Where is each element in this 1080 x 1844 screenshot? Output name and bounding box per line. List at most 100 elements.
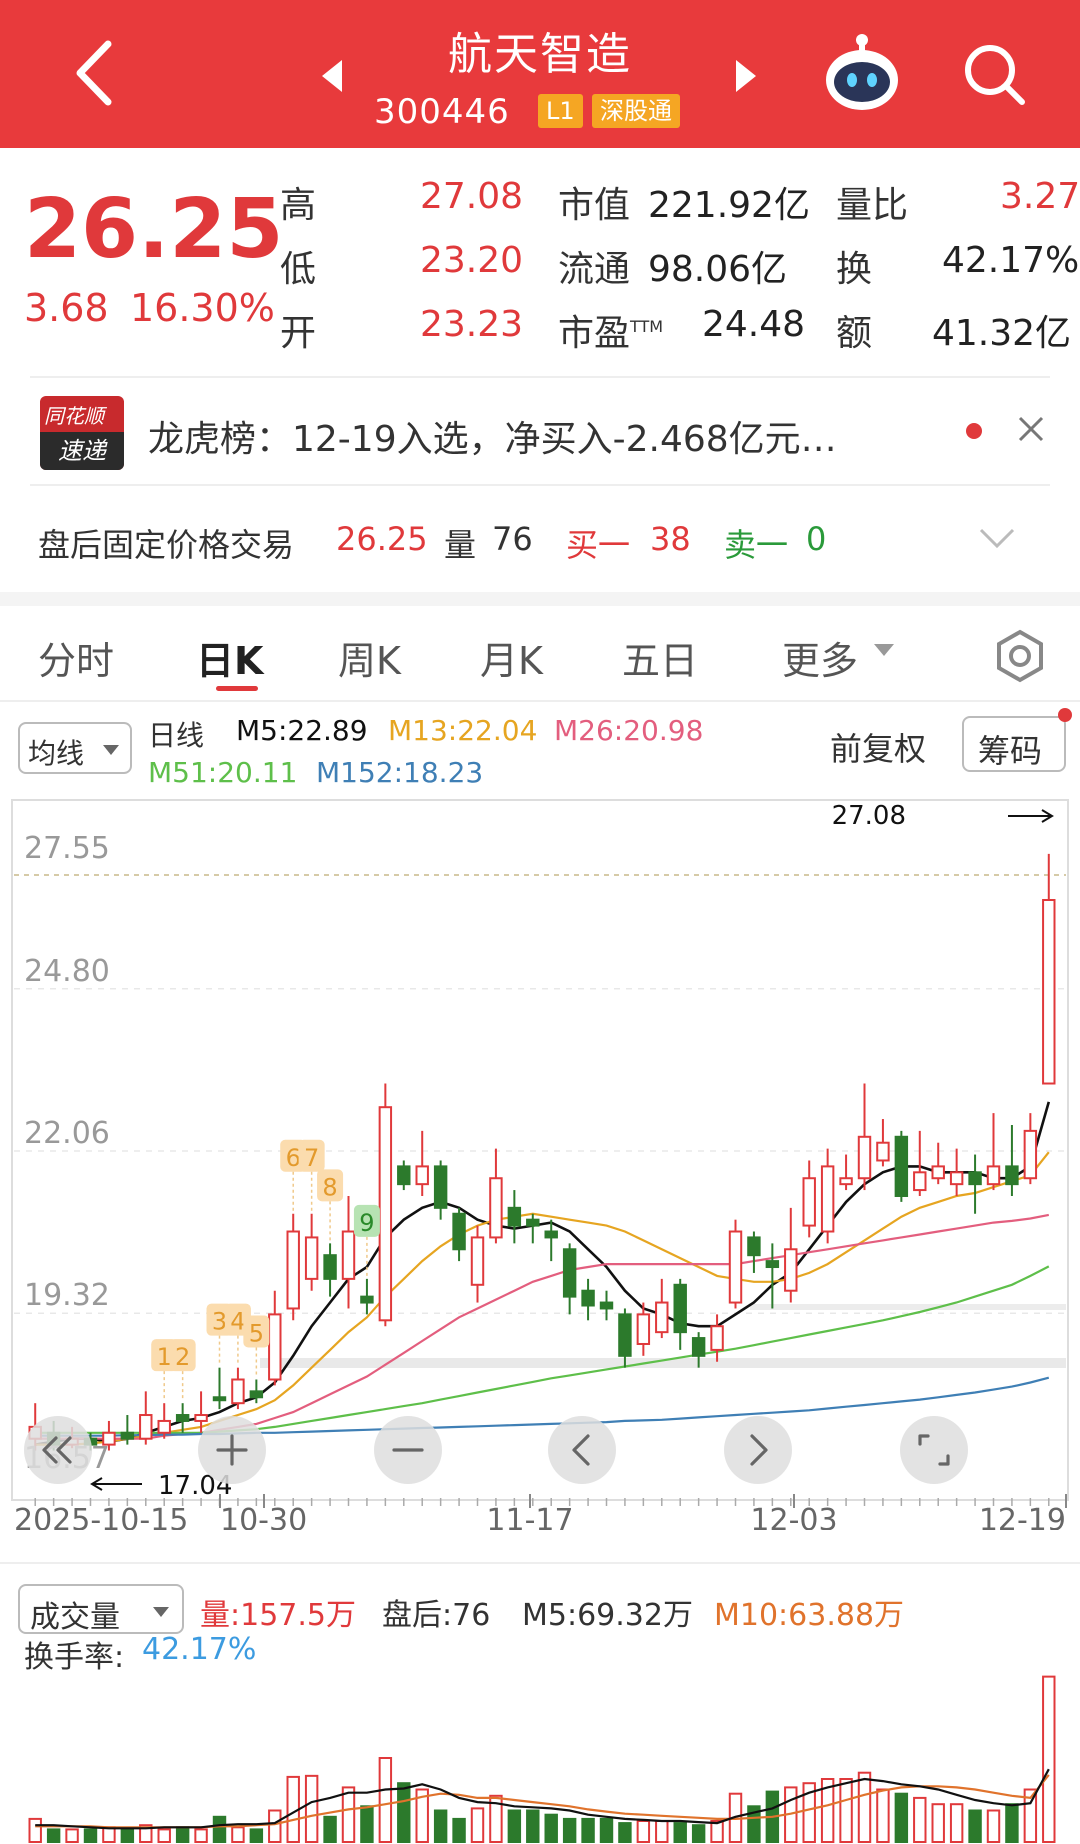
vol-m10-legend: M10:63.88万 xyxy=(714,1598,905,1633)
candle-body xyxy=(341,1230,356,1280)
tab-more[interactable]: 更多 xyxy=(782,639,859,683)
candle-body xyxy=(673,1283,687,1334)
control-circle xyxy=(900,1416,968,1484)
volume-bar xyxy=(268,1809,282,1843)
volume-bar xyxy=(83,1828,98,1843)
pe-ttm-sup: TTM xyxy=(630,317,664,336)
tab-active-underline xyxy=(216,686,258,691)
td-mark-bg xyxy=(317,1169,344,1202)
td-mark-bg xyxy=(353,1204,380,1237)
news-text[interactable]: 龙虎榜：12-19入选，净买入-2.468亿元… xyxy=(148,419,837,460)
back-arrow-icon[interactable] xyxy=(70,38,120,108)
volume-bar xyxy=(857,1771,872,1843)
volume-bar xyxy=(120,1828,135,1843)
volume-bar xyxy=(562,1817,577,1843)
candle-body xyxy=(581,1289,595,1307)
ma51-legend: M51:20.11 xyxy=(148,756,298,789)
volume-bar xyxy=(655,1820,669,1843)
volume-bar xyxy=(507,1809,522,1843)
pe-label: 市盈TTM xyxy=(558,313,664,354)
prev-stock-icon[interactable] xyxy=(320,58,346,94)
volume-bar xyxy=(526,1809,540,1843)
chips-button[interactable]: 筹码 xyxy=(962,716,1066,772)
volume-bar xyxy=(931,1803,945,1843)
volume-bar xyxy=(544,1813,558,1843)
zoom-out-icon[interactable] xyxy=(374,1416,442,1484)
divider xyxy=(30,484,1050,486)
ma-line-m152 xyxy=(35,1376,1050,1437)
candle-body xyxy=(691,1337,706,1357)
candle-body xyxy=(120,1431,135,1440)
candle-body xyxy=(304,1236,319,1280)
volume-bar xyxy=(489,1794,503,1844)
volume-bar xyxy=(1042,1675,1056,1843)
candle-body xyxy=(839,1177,853,1186)
next-stock-icon[interactable] xyxy=(732,58,758,94)
volume-bar xyxy=(139,1824,153,1843)
date-tick-label: 2025-10-15 xyxy=(14,1503,188,1530)
price-tick-label: 27.55 xyxy=(24,831,110,866)
candle-body xyxy=(470,1236,485,1286)
volume-bars xyxy=(28,1675,1056,1844)
stock-code: 300446 xyxy=(374,92,510,132)
volume-bar xyxy=(968,1809,982,1843)
candle-body xyxy=(415,1165,429,1186)
volume-bar xyxy=(433,1809,448,1843)
search-icon[interactable] xyxy=(960,40,1030,110)
volume-bar xyxy=(710,1820,724,1843)
ma-selector[interactable]: 均线 xyxy=(18,722,132,774)
tab-weekly-k[interactable]: 周K xyxy=(338,639,401,683)
volume-bar xyxy=(581,1817,595,1843)
chips-dot xyxy=(1058,708,1072,722)
close-icon[interactable] xyxy=(1016,414,1046,444)
volume-bar xyxy=(415,1788,429,1843)
price-band xyxy=(750,1304,1066,1310)
candle-body xyxy=(562,1248,577,1298)
td-mark-label: 8 xyxy=(322,1173,337,1201)
volume-selector[interactable]: 成交量 xyxy=(18,1584,184,1635)
candle-body xyxy=(1042,898,1056,1085)
volume-bar xyxy=(894,1792,909,1843)
chevron-down-icon[interactable] xyxy=(978,526,1016,550)
ma-selector-label: 均线 xyxy=(28,737,85,770)
volume-bar xyxy=(691,1824,706,1843)
volume-bar xyxy=(986,1809,1001,1843)
candle-body xyxy=(378,1106,393,1322)
td-mark-label: 3 xyxy=(212,1308,227,1336)
robot-assistant-icon[interactable] xyxy=(820,30,904,114)
volume-bar xyxy=(673,1822,687,1844)
tab-daily-k[interactable]: 日K xyxy=(196,639,264,683)
candle-body xyxy=(1023,1129,1038,1180)
candle-body xyxy=(397,1165,411,1186)
fuquan-button[interactable]: 前复权 xyxy=(830,730,927,768)
fullscreen-icon[interactable] xyxy=(900,1416,968,1484)
volume-bar xyxy=(360,1805,374,1844)
settings-hex-icon[interactable] xyxy=(992,628,1048,684)
pan-left-icon[interactable] xyxy=(548,1416,616,1484)
candle-body xyxy=(968,1171,982,1186)
tab-monthly-k[interactable]: 月K xyxy=(480,639,543,683)
rewind-icon[interactable] xyxy=(24,1416,92,1484)
chart-controls xyxy=(24,1416,968,1484)
candle-body xyxy=(268,1313,282,1381)
candle-body xyxy=(986,1165,1001,1186)
volume-bar xyxy=(839,1778,853,1843)
volume-bar xyxy=(913,1796,927,1843)
candle-body xyxy=(949,1171,964,1186)
volume-bar xyxy=(65,1828,79,1843)
pan-right-icon[interactable] xyxy=(724,1416,792,1484)
market-cap-value: 221.92亿 xyxy=(648,185,810,226)
amount-value: 41.32亿 xyxy=(932,313,1072,354)
logo-line2: 速递 xyxy=(40,432,124,470)
control-circle xyxy=(724,1416,792,1484)
zoom-in-icon[interactable] xyxy=(198,1416,266,1484)
tab-five-day[interactable]: 五日 xyxy=(622,639,699,683)
candle-body xyxy=(618,1313,632,1357)
more-caret-icon[interactable] xyxy=(872,642,896,658)
tab-intraday[interactable]: 分时 xyxy=(38,639,115,683)
td-mark-bg xyxy=(298,1139,325,1172)
after-hours-vol: 76 xyxy=(492,520,533,558)
vol-m5-legend: M5:69.32万 xyxy=(522,1598,693,1633)
volume-bar xyxy=(452,1817,466,1843)
